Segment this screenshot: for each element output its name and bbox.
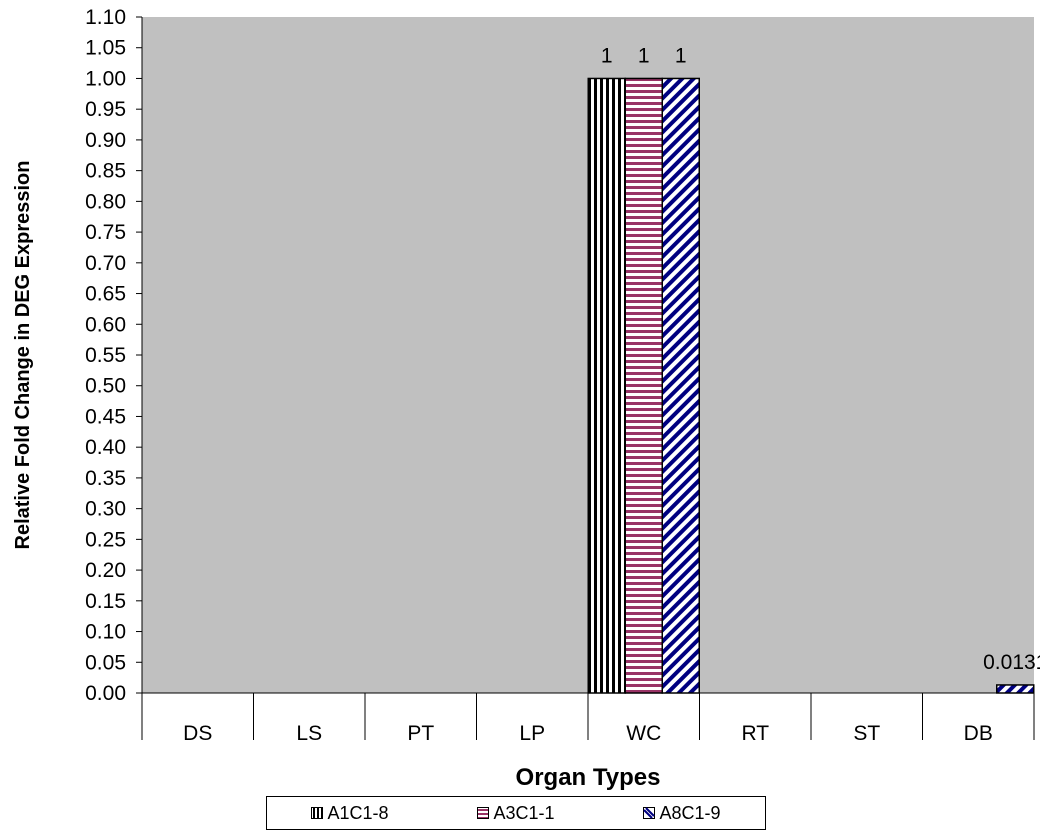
x-tick-label: DS: [183, 722, 212, 745]
data-label: 1: [638, 44, 650, 67]
bars: [587, 77, 1035, 694]
x-axis-title: Organ Types: [516, 764, 661, 791]
x-axis: DS LS PT LP WC RT ST DB: [141, 692, 1035, 745]
legend-item: A3C1-1: [477, 802, 555, 824]
y-tick-label: 0.45: [85, 405, 126, 428]
y-tick-label: 0.15: [85, 590, 126, 613]
y-tick-label: 1.10: [85, 6, 126, 29]
y-tick-label: 0.00: [85, 682, 126, 705]
y-tick-label: 0.85: [85, 160, 126, 183]
legend-label: A1C1-8: [327, 802, 389, 823]
bar-a3c1-1-wc: [624, 77, 663, 694]
x-tick-label: ST: [853, 722, 880, 745]
y-tick-label: 0.35: [85, 467, 126, 490]
bar-chart: 0.00 0.05 0.10 0.15 0.20 0.25 0.30 0.35 0.40 0.45…: [12, 6, 1040, 791]
y-tick-label: 0.05: [85, 651, 126, 674]
y-tick-label: 0.60: [85, 313, 126, 336]
legend-swatch: [643, 807, 656, 819]
y-tick-label: 0.30: [85, 498, 126, 521]
y-tick-label: 0.50: [85, 375, 126, 398]
bar-a8c1-9-db: [996, 684, 1035, 694]
data-label: 1: [601, 44, 613, 67]
x-tick-label: LP: [519, 722, 545, 745]
y-tick-label: 0.65: [85, 283, 126, 306]
legend: A1C1-8 A3C1-1 A8C1-9: [266, 796, 766, 830]
y-tick-label: 0.40: [85, 436, 126, 459]
y-tick-label: 0.10: [85, 621, 126, 644]
y-tick-label: 0.75: [85, 221, 126, 244]
y-tick-label: 1.05: [85, 37, 126, 60]
y-tick-label: 0.20: [85, 559, 126, 582]
data-label: 0.0131: [983, 651, 1040, 674]
bar-a8c1-9-wc: [661, 77, 700, 694]
data-labels: 1 1 1 0.0131: [601, 44, 1040, 673]
x-tick-label: LS: [296, 722, 322, 745]
legend-swatch: [477, 807, 490, 819]
legend-item: A1C1-8: [311, 802, 389, 824]
y-tick-label: 0.70: [85, 252, 126, 275]
legend-swatch: [311, 807, 324, 819]
y-tick-label: 1.00: [85, 67, 126, 90]
data-label: 1: [675, 44, 687, 67]
x-tick-label: RT: [741, 722, 769, 745]
y-tick-label: 0.25: [85, 528, 126, 551]
legend-label: A8C1-9: [659, 802, 721, 823]
y-tick-label: 0.95: [85, 98, 126, 121]
y-axis-title: Relative Fold Change in DEG Expression: [12, 161, 34, 550]
y-tick-label: 0.80: [85, 190, 126, 213]
legend-label: A3C1-1: [493, 802, 555, 823]
bar-a1c1-8-wc: [587, 77, 626, 694]
x-tick-label: PT: [407, 722, 434, 745]
y-axis: 0.00 0.05 0.10 0.15 0.20 0.25 0.30 0.35 0.40 0.45…: [85, 6, 143, 705]
legend-item: A8C1-9: [643, 802, 721, 824]
x-tick-label: DB: [964, 722, 993, 745]
y-tick-label: 0.90: [85, 129, 126, 152]
x-tick-label: WC: [626, 722, 661, 745]
y-tick-label: 0.55: [85, 344, 126, 367]
